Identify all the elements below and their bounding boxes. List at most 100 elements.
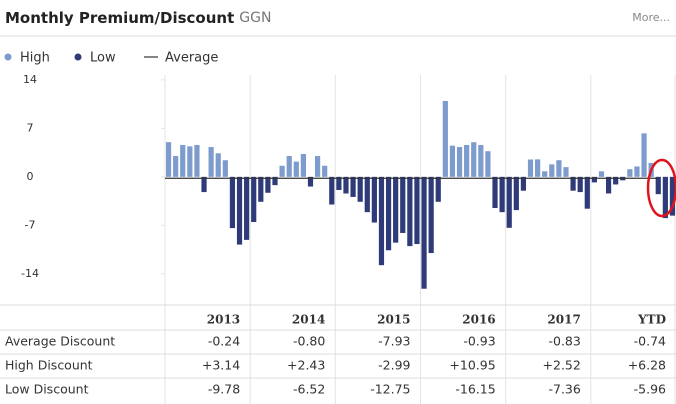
bar	[165, 142, 172, 177]
table-cell: -16.15	[455, 382, 495, 397]
bar	[535, 159, 541, 177]
bar	[471, 142, 477, 177]
bar	[357, 176, 363, 202]
legend-label: Low	[90, 51, 116, 66]
bar	[563, 167, 569, 177]
bar	[258, 176, 264, 202]
bar	[435, 176, 441, 202]
table-cell: -0.93	[463, 334, 495, 349]
row-label: Low Discount	[5, 382, 89, 397]
bar	[343, 176, 349, 194]
y-tick-label: 7	[27, 121, 34, 134]
bar	[236, 176, 243, 245]
bar	[641, 133, 647, 177]
table-header: 2015	[377, 313, 410, 327]
bar	[314, 156, 321, 177]
bar	[329, 176, 335, 205]
bar	[414, 176, 420, 245]
legend-marker	[74, 53, 82, 61]
bar	[634, 166, 640, 177]
bar	[513, 176, 519, 211]
bar	[570, 176, 576, 191]
bar	[549, 164, 555, 177]
table-cell: +2.43	[287, 358, 325, 373]
bar	[173, 156, 179, 177]
table-cell: +6.28	[628, 358, 666, 373]
table-cell: -0.83	[548, 334, 580, 349]
table-cell: -7.93	[378, 334, 410, 349]
bar	[229, 176, 236, 229]
table-cell: +10.95	[449, 358, 495, 373]
bar	[201, 176, 207, 193]
legend-marker	[4, 53, 12, 61]
table-cell: -12.75	[370, 382, 410, 397]
table-header: 2016	[462, 313, 495, 327]
table-cell: +2.52	[543, 358, 581, 373]
bar	[627, 169, 633, 177]
y-tick-label: -7	[25, 218, 36, 231]
legend-label: Average	[165, 51, 218, 66]
bar	[215, 153, 221, 177]
bar	[336, 176, 342, 190]
bar	[613, 176, 619, 185]
table-cell: +3.14	[202, 358, 240, 373]
bar	[378, 176, 385, 266]
bar	[364, 176, 370, 213]
ticker: GGN	[239, 10, 271, 26]
bar	[371, 176, 377, 223]
bar	[251, 176, 257, 223]
bar	[591, 176, 597, 183]
table-cell: -0.74	[634, 334, 666, 349]
bar	[244, 176, 250, 240]
bar	[669, 176, 676, 216]
y-tick-label: 14	[23, 73, 37, 86]
bar	[194, 144, 200, 177]
bar	[307, 176, 314, 187]
bar	[180, 144, 186, 177]
bar	[520, 176, 527, 191]
bar	[300, 153, 306, 177]
bar	[478, 144, 484, 177]
bar	[556, 160, 562, 177]
row-label: Average Discount	[5, 334, 115, 349]
y-tick-label: -14	[21, 267, 39, 280]
bar	[449, 145, 456, 177]
table-header: YTD	[637, 313, 666, 327]
table-cell: -7.36	[548, 382, 580, 397]
table-header: 2014	[292, 313, 325, 327]
bar	[421, 176, 427, 289]
bar	[385, 176, 392, 251]
bar	[187, 146, 193, 177]
more-link[interactable]: More...	[632, 11, 670, 24]
bar	[393, 176, 399, 243]
bar	[542, 171, 548, 177]
bar	[584, 176, 590, 209]
bar	[293, 161, 299, 177]
bar	[662, 176, 668, 219]
bar	[222, 160, 228, 177]
bar	[485, 151, 491, 177]
table-header: 2013	[207, 313, 240, 327]
bar	[322, 165, 328, 177]
bar	[464, 144, 470, 177]
bar	[605, 176, 612, 194]
table-cell: -5.96	[634, 382, 666, 397]
table-header: 2017	[547, 313, 580, 327]
legend-label: High	[20, 51, 50, 66]
bar	[208, 147, 214, 177]
bar	[407, 176, 413, 247]
highlight-circle	[646, 158, 676, 218]
table-cell: -9.78	[208, 382, 240, 397]
table-cell: -0.24	[208, 334, 240, 349]
table-cell: -0.80	[293, 334, 325, 349]
bar	[400, 176, 406, 233]
table-cell: -6.52	[293, 382, 325, 397]
bar	[456, 147, 463, 177]
bar	[577, 176, 583, 193]
title-text: Monthly Premium/Discount	[5, 9, 234, 27]
bar	[499, 176, 505, 213]
title: Monthly Premium/Discount GGN	[5, 9, 271, 27]
row-label: High Discount	[5, 358, 93, 373]
table-cell: -2.99	[378, 358, 410, 373]
